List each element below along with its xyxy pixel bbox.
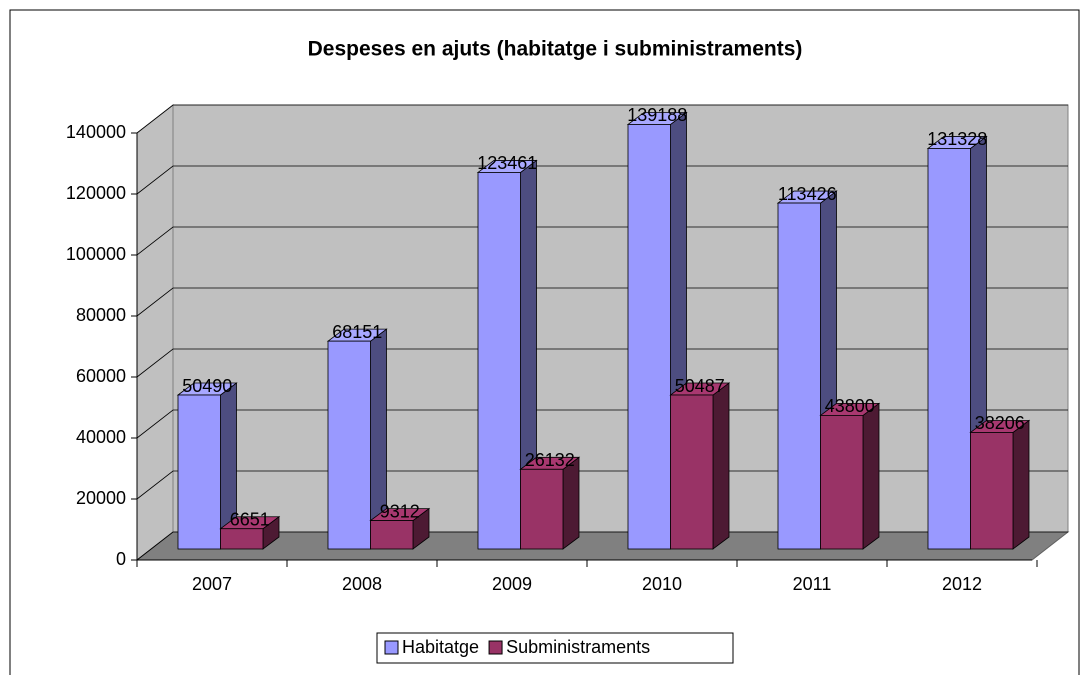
y-tick-label: 40000 xyxy=(76,427,126,447)
value-label: 26132 xyxy=(525,450,575,470)
value-label: 123461 xyxy=(477,153,537,173)
grid-line xyxy=(136,165,1068,195)
bar-front xyxy=(820,415,864,550)
grid-line xyxy=(136,348,1068,378)
x-tick-label: 2012 xyxy=(942,574,982,594)
bar xyxy=(519,456,581,550)
bar xyxy=(926,135,988,550)
y-tick-label: 20000 xyxy=(76,488,126,508)
bar-front xyxy=(220,528,264,550)
legend-swatch xyxy=(384,640,399,655)
bar xyxy=(669,382,731,550)
value-label: 6651 xyxy=(230,509,270,529)
legend-swatch xyxy=(488,640,503,655)
y-tick-label: 140000 xyxy=(66,122,126,142)
value-label: 139188 xyxy=(627,105,687,125)
y-tick-label: 0 xyxy=(116,549,126,569)
y-tick-label: 60000 xyxy=(76,366,126,386)
bar-side xyxy=(862,402,880,550)
bar xyxy=(476,159,538,550)
bar-side xyxy=(562,456,580,550)
y-tick-label: 100000 xyxy=(66,244,126,264)
value-label: 38206 xyxy=(975,413,1025,433)
x-tick-label: 2010 xyxy=(642,574,682,594)
value-label: 43800 xyxy=(825,396,875,416)
value-label: 9312 xyxy=(380,501,420,521)
bar xyxy=(819,402,881,550)
y-tick-label: 80000 xyxy=(76,305,126,325)
bar xyxy=(176,382,238,550)
y-tick-label: 120000 xyxy=(66,183,126,203)
x-tick-label: 2011 xyxy=(793,574,832,594)
value-label: 50490 xyxy=(182,376,232,396)
bar-front xyxy=(970,432,1014,550)
bar-side xyxy=(712,382,730,550)
bar-front xyxy=(327,340,371,550)
chart-title: Despeses en ajuts (habitatge i subminist… xyxy=(308,38,803,61)
legend-label: Subministraments xyxy=(506,637,650,657)
grid-line xyxy=(136,287,1068,317)
bar-front xyxy=(670,394,714,550)
grid-line xyxy=(136,531,1068,561)
bar-front xyxy=(777,202,821,550)
bar-front xyxy=(520,468,564,550)
value-label: 68151 xyxy=(332,322,382,342)
grid-line xyxy=(136,104,1068,134)
bar xyxy=(369,507,431,550)
bar-side xyxy=(1012,419,1030,550)
value-label: 131328 xyxy=(927,129,987,149)
x-tick-label: 2009 xyxy=(492,574,532,594)
grid-line xyxy=(136,470,1068,500)
bar xyxy=(219,515,281,550)
grid-line xyxy=(136,226,1068,256)
bar xyxy=(326,328,388,550)
side-wall xyxy=(136,103,174,562)
value-label: 113426 xyxy=(778,184,837,204)
bar xyxy=(969,419,1031,550)
bar-front xyxy=(370,520,414,550)
x-tick-label: 2008 xyxy=(342,574,382,594)
bar-front xyxy=(477,172,521,550)
value-label: 50487 xyxy=(675,376,725,396)
bar-front xyxy=(627,124,671,550)
bar-front xyxy=(177,394,221,550)
legend xyxy=(376,632,734,664)
bar-front xyxy=(927,148,971,550)
legend-label: Habitatge xyxy=(402,637,479,657)
grid-line xyxy=(136,409,1068,439)
x-tick-label: 2007 xyxy=(192,574,232,594)
